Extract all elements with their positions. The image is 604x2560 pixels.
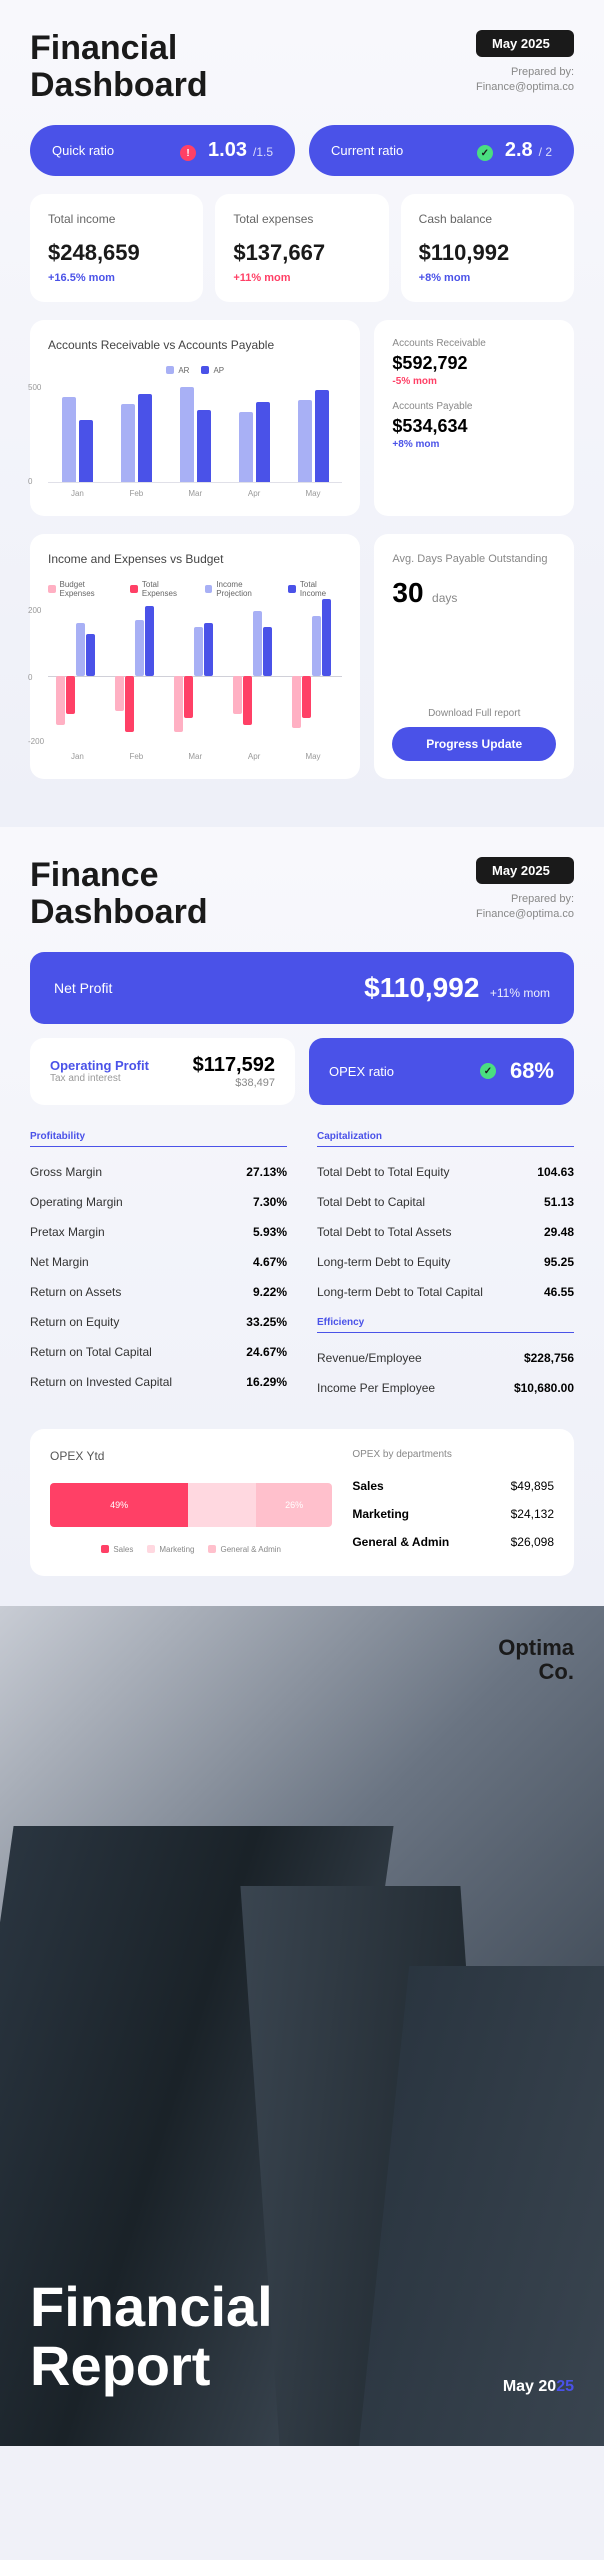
financial-dashboard-section: Financial Dashboard May 2025 Prepared by… bbox=[0, 0, 604, 827]
ar-ap-summary: Accounts Receivable $592,792 -5% mom Acc… bbox=[374, 320, 574, 516]
efficiency-table: Efficiency Revenue/Employee$228,756Incom… bbox=[317, 1317, 574, 1403]
date-badge-2: May 2025 bbox=[476, 857, 574, 884]
avg-days-card: Avg. Days Payable Outstanding 30 days Do… bbox=[374, 534, 574, 779]
dept-row: General & Admin$26,098 bbox=[352, 1528, 554, 1556]
quick-ratio-card: Quick ratio ! 1.03 /1.5 bbox=[30, 125, 295, 176]
check-icon: ✓ bbox=[477, 145, 493, 161]
profitability-table: Profitability Gross Margin27.13%Operatin… bbox=[30, 1131, 287, 1403]
check-icon: ✓ bbox=[480, 1063, 496, 1079]
opex-ytd-card: OPEX Ytd 49%26% SalesMarketingGeneral & … bbox=[30, 1429, 574, 1576]
opex-ratio-card: OPEX ratio ✓ 68% bbox=[309, 1038, 574, 1105]
metric-row: Return on Invested Capital16.29% bbox=[30, 1367, 287, 1397]
metric-row: Return on Total Capital24.67% bbox=[30, 1337, 287, 1367]
metric-row: Return on Equity33.25% bbox=[30, 1307, 287, 1337]
total-income-card: Total income $248,659 +16.5% mom bbox=[30, 194, 203, 302]
date-badge: May 2025 bbox=[476, 30, 574, 57]
ar-ap-chart: Accounts Receivable vs Accounts Payable … bbox=[30, 320, 360, 516]
budget-chart: Income and Expenses vs Budget Budget Exp… bbox=[30, 534, 360, 779]
metric-row: Revenue/Employee$228,756 bbox=[317, 1343, 574, 1373]
prepared-by: Prepared by: Finance@optima.co bbox=[476, 65, 574, 96]
page-title: Financial Dashboard bbox=[30, 30, 208, 105]
metric-row: Total Debt to Total Equity104.63 bbox=[317, 1157, 574, 1187]
warning-icon: ! bbox=[180, 145, 196, 161]
metric-row: Long-term Debt to Equity95.25 bbox=[317, 1247, 574, 1277]
current-ratio-card: Current ratio ✓ 2.8 / 2 bbox=[309, 125, 574, 176]
net-profit-card: Net Profit $110,992 +11% mom bbox=[30, 952, 574, 1024]
prepared-by-2: Prepared by: Finance@optima.co bbox=[476, 892, 574, 923]
dept-row: Marketing$24,132 bbox=[352, 1500, 554, 1528]
cover-date: May 2025 bbox=[503, 2378, 574, 2396]
metric-row: Income Per Employee$10,680.00 bbox=[317, 1373, 574, 1403]
cover-title: Financial Report bbox=[30, 2278, 273, 2396]
metric-row: Long-term Debt to Total Capital46.55 bbox=[317, 1277, 574, 1307]
progress-update-button[interactable]: Progress Update bbox=[392, 727, 556, 761]
operating-profit-card: Operating Profit Tax and interest $117,5… bbox=[30, 1038, 295, 1105]
download-link[interactable]: Download Full report bbox=[392, 708, 556, 719]
metric-row: Gross Margin27.13% bbox=[30, 1157, 287, 1187]
capitalization-table: Capitalization Total Debt to Total Equit… bbox=[317, 1131, 574, 1307]
report-cover: Optima Co. Financial Report May 2025 bbox=[0, 1606, 604, 2446]
dept-row: Sales$49,895 bbox=[352, 1472, 554, 1500]
metric-row: Operating Margin7.30% bbox=[30, 1187, 287, 1217]
total-expenses-card: Total expenses $137,667 +11% mom bbox=[215, 194, 388, 302]
page-title-2: Finance Dashboard bbox=[30, 857, 208, 932]
metric-row: Net Margin4.67% bbox=[30, 1247, 287, 1277]
cash-balance-card: Cash balance $110,992 +8% mom bbox=[401, 194, 574, 302]
finance-dashboard-section: Finance Dashboard May 2025 Prepared by: … bbox=[0, 827, 604, 1606]
metric-row: Total Debt to Total Assets29.48 bbox=[317, 1217, 574, 1247]
metric-row: Total Debt to Capital51.13 bbox=[317, 1187, 574, 1217]
metric-row: Pretax Margin5.93% bbox=[30, 1217, 287, 1247]
company-logo: Optima Co. bbox=[498, 1636, 574, 1684]
metric-row: Return on Assets9.22% bbox=[30, 1277, 287, 1307]
